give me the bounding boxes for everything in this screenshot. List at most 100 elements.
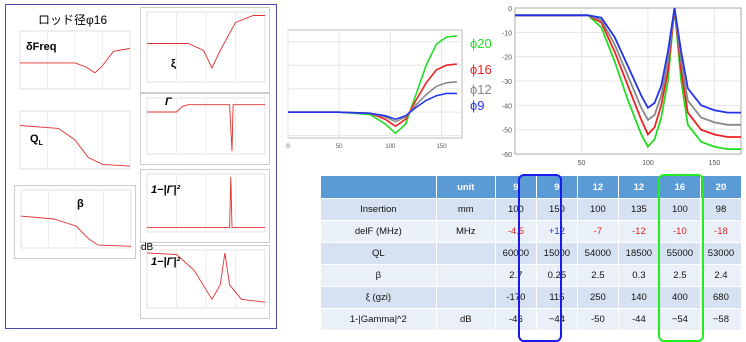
table-cell: -46 <box>495 308 537 330</box>
legend-phi9: ϕ9 <box>470 98 485 113</box>
plot-panel: ロッド径φ16 δFreq ξ QL Γ β 1−|Γ|² dB 1−|Γ|² <box>5 4 277 329</box>
table-cell: 100 <box>577 198 619 221</box>
x-tick-label: 50 <box>578 160 586 167</box>
table-cell: 140 <box>618 286 660 309</box>
db-chart: 0 -10 -20 -30 -40 -50 -60 50 100 150 <box>502 6 742 167</box>
table-header-5: 12 <box>618 176 660 199</box>
table-cell <box>436 264 496 287</box>
series-line <box>515 7 741 126</box>
x-tick-label: 150 <box>709 160 721 167</box>
table-cell: -50 <box>577 308 619 330</box>
table-cell: -18 <box>700 220 743 243</box>
ql-label: QL <box>30 133 43 148</box>
table-cell: 2.5 <box>577 264 619 287</box>
table-header-6: 16 <box>659 176 701 199</box>
y-tick-label: -10 <box>502 30 512 37</box>
gamma-plot: Γ <box>140 93 270 165</box>
x-tick-label: 50 <box>336 144 343 150</box>
table-cell: -12 <box>618 220 660 243</box>
table-cell <box>436 242 496 265</box>
x-tick-label: 100 <box>642 160 654 167</box>
table-header-1: unit <box>436 176 496 199</box>
table-cell: -4.5 <box>495 220 537 243</box>
mini-curve <box>147 104 265 152</box>
legend-phi12: ϕ12 <box>470 82 492 97</box>
table-row: delF (MHz) MHz -4.5 +12 -7 -12 -10 -18 <box>321 220 743 243</box>
x-tick-label: 150 <box>437 144 448 150</box>
table-cell: dB <box>436 308 496 330</box>
table-cell: −44 <box>536 308 578 330</box>
table-cell: 100 <box>659 198 701 221</box>
overlay-chart: 0 50 100 150 <box>286 29 463 150</box>
table-cell: -10 <box>659 220 701 243</box>
ql-plot: QL <box>14 107 134 179</box>
table-cell: 1-|Gamma|^2 <box>321 308 437 330</box>
table-row: ξ (gzi) -170 115 250 140 400 680 <box>321 286 743 309</box>
series-line <box>515 7 741 138</box>
table-cell: β <box>321 264 437 287</box>
table-row: QL 60000 15000 54000 18500 55000 53000 <box>321 242 743 265</box>
legend-phi16: ϕ16 <box>470 62 492 77</box>
table-cell: 98 <box>700 198 743 221</box>
table-cell: MHz <box>436 220 496 243</box>
y-tick-label: 0 <box>508 6 512 13</box>
table-cell: 100 <box>495 198 537 221</box>
xi-plot: ξ <box>140 7 270 93</box>
mini-curve <box>20 47 131 74</box>
table-header-2: 9 <box>495 176 537 199</box>
table-cell: 0.3 <box>618 264 660 287</box>
x-tick-label: 100 <box>385 144 396 150</box>
gamma2-plot-b: dB 1−|Γ|² <box>140 242 270 319</box>
table-cell: ξ (gzi) <box>321 286 437 309</box>
table-cell: -7 <box>577 220 619 243</box>
mini-curve <box>147 15 265 70</box>
series-line <box>515 7 741 150</box>
table-cell: -170 <box>495 286 537 309</box>
table-cell: 53000 <box>700 242 743 265</box>
table-header-4: 12 <box>577 176 619 199</box>
gamma-label: Γ <box>165 96 172 108</box>
beta-plot: β <box>14 185 136 259</box>
table-cell: 250 <box>577 286 619 309</box>
table-cell: QL <box>321 242 437 265</box>
mini-curve <box>146 252 266 303</box>
table-cell: 60000 <box>495 242 537 265</box>
series-line <box>515 7 741 114</box>
table-row: Insertion mm 100 150 100 135 100 98 <box>321 198 743 221</box>
mini-curve <box>147 176 265 228</box>
table-cell: 150 <box>536 198 578 221</box>
y-tick-label: -60 <box>502 152 512 159</box>
panel-title: ロッド径φ16 <box>38 13 108 27</box>
table-cell: −58 <box>700 308 743 330</box>
mini-curve <box>19 125 131 167</box>
table-cell: +12 <box>536 220 578 243</box>
table-cell: 15000 <box>536 242 578 265</box>
xi-label: ξ <box>171 58 176 70</box>
series-line <box>288 92 457 121</box>
dfreq-label: δFreq <box>26 41 57 53</box>
table-cell: 0.25 <box>536 264 578 287</box>
y-tick-label: -20 <box>502 55 512 62</box>
table-cell: 135 <box>618 198 660 221</box>
gamma2-plot-a: 1−|Γ|² <box>140 169 270 243</box>
db-unit-label: dB <box>141 242 154 253</box>
table-cell: 115 <box>536 286 578 309</box>
table-cell: 400 <box>659 286 701 309</box>
table-cell: -44 <box>618 308 660 330</box>
parameter-table: unit 9 9 12 12 16 20 Insertion mm 100 150 100 135 10… <box>321 176 743 330</box>
table-cell: 18500 <box>618 242 660 265</box>
legend-phi20: ϕ20 <box>470 36 492 51</box>
dfreq-plot: δFreq <box>14 27 134 99</box>
table-cell: 680 <box>700 286 743 309</box>
beta-label: β <box>77 198 84 210</box>
table-cell: 2.5 <box>659 264 701 287</box>
table-cell: 2.7 <box>495 264 537 287</box>
table-cell: mm <box>436 198 496 221</box>
table-header-3: 9 <box>536 176 578 199</box>
table-cell: 54000 <box>577 242 619 265</box>
table-header-row: unit 9 9 12 12 16 20 <box>321 176 743 199</box>
plot-frame <box>287 29 463 139</box>
table-header-0 <box>321 176 437 199</box>
table-cell: Insertion <box>321 198 437 221</box>
y-tick-label: -30 <box>502 79 512 86</box>
